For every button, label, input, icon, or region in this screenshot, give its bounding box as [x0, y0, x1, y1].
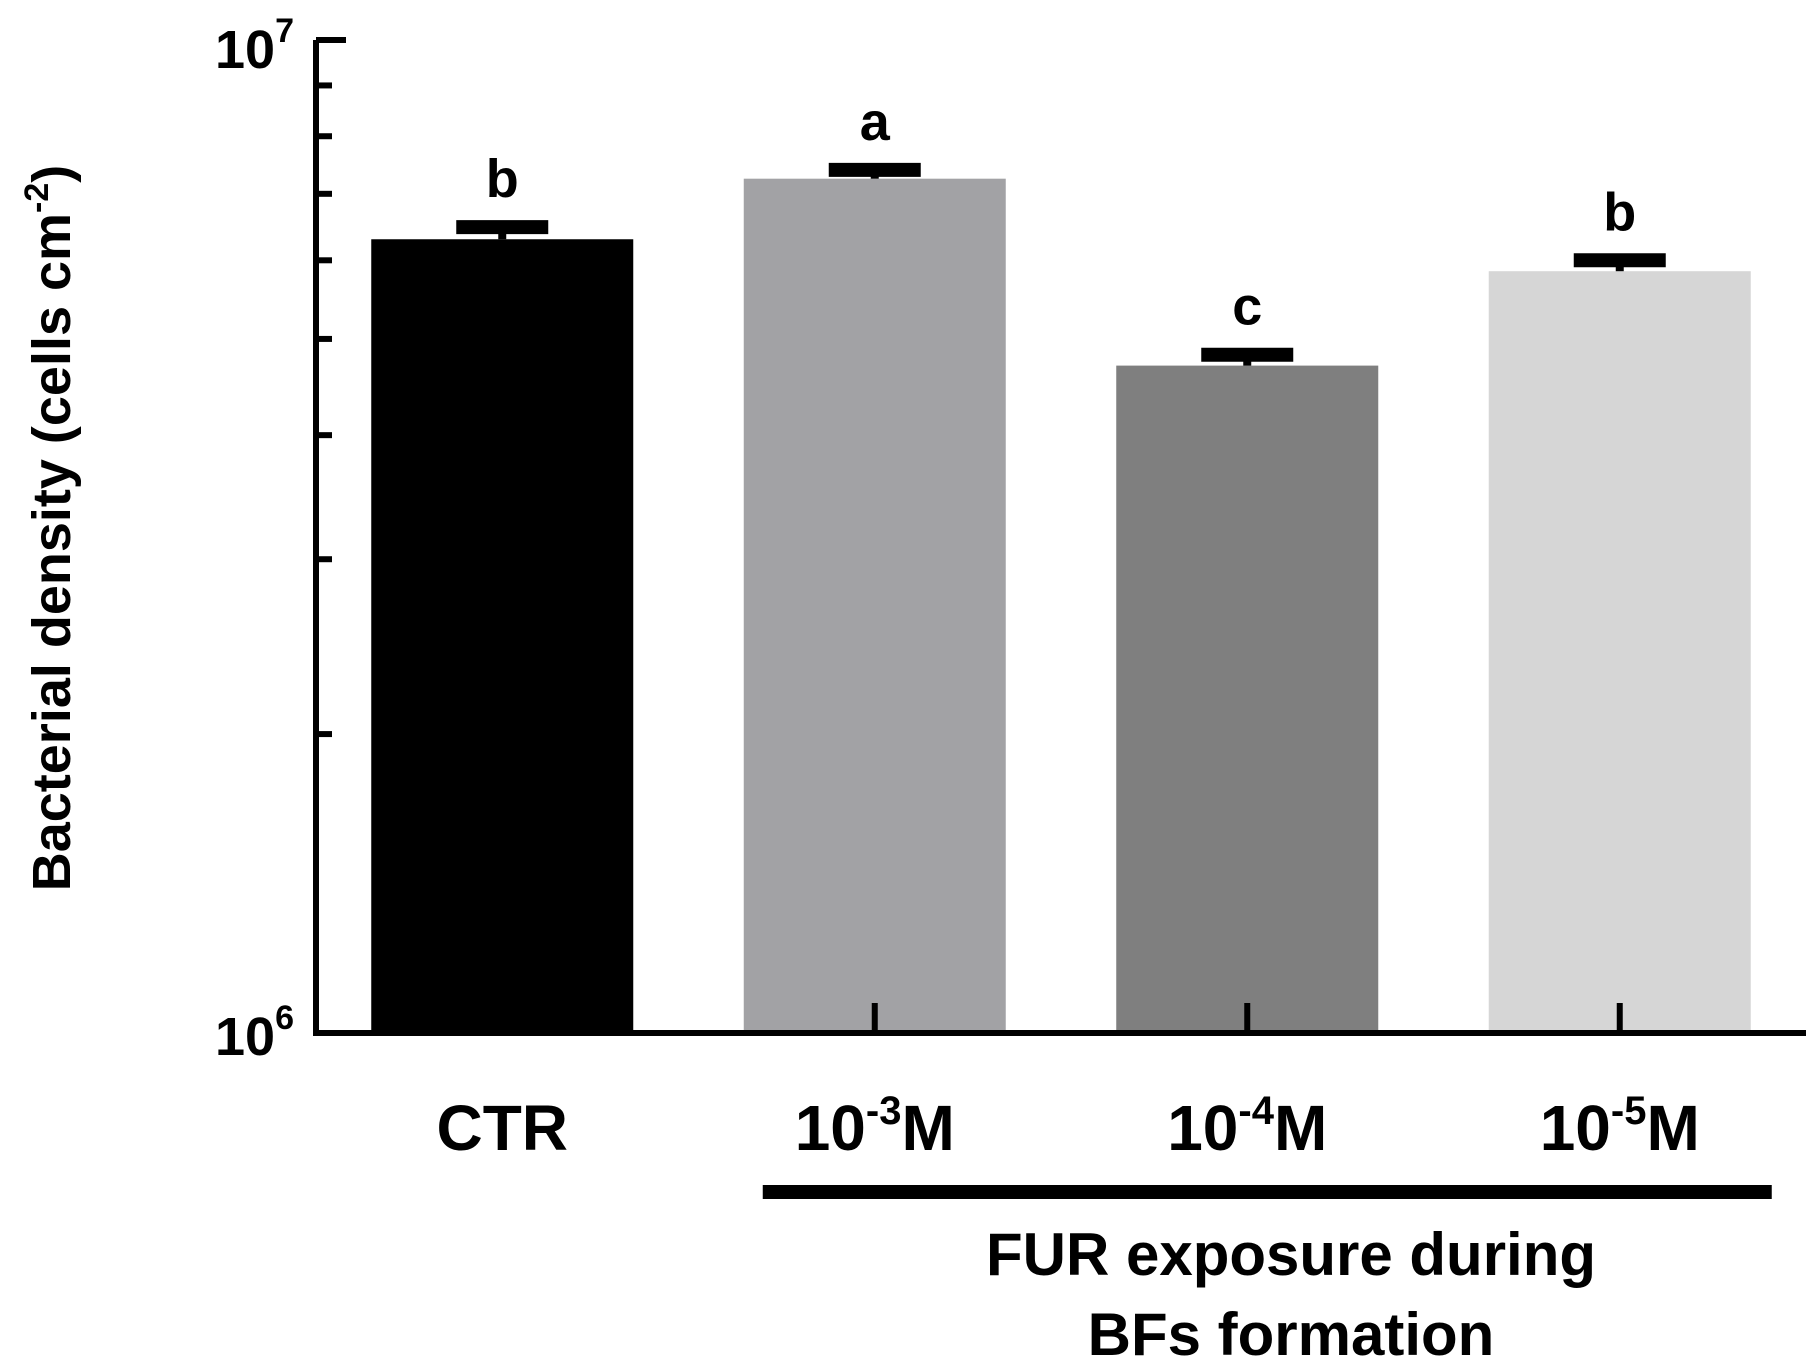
significance-letter: b [1603, 182, 1636, 242]
x-tick-label: 10-5M [1540, 1089, 1700, 1164]
y-tick-label: 106 [215, 999, 294, 1067]
bar [371, 239, 634, 1034]
x-tick-label: CTR [436, 1092, 568, 1164]
y-axis-label: Bacterial density (cells cm-2) [18, 165, 82, 892]
bar [743, 178, 1006, 1034]
y-axis [313, 40, 1806, 1036]
tick-marks [316, 37, 1623, 1036]
labels-layer: 106 107 b CTR a 10-3M c 10-4M b 10-5M [215, 12, 1700, 1164]
significance-letter: b [486, 149, 519, 209]
bar [1488, 271, 1751, 1033]
group-label-line-1: FUR exposure during [986, 1221, 1596, 1288]
bars-layer [371, 162, 1751, 1034]
group-label-line-2: BFs formation [1088, 1301, 1495, 1368]
bar [1116, 365, 1379, 1034]
significance-letter: c [1232, 277, 1262, 337]
y-tick-label: 107 [215, 12, 294, 80]
x-tick-label: 10-3M [795, 1089, 955, 1164]
x-tick-label: 10-4M [1167, 1089, 1327, 1164]
significance-letter: a [860, 92, 891, 152]
